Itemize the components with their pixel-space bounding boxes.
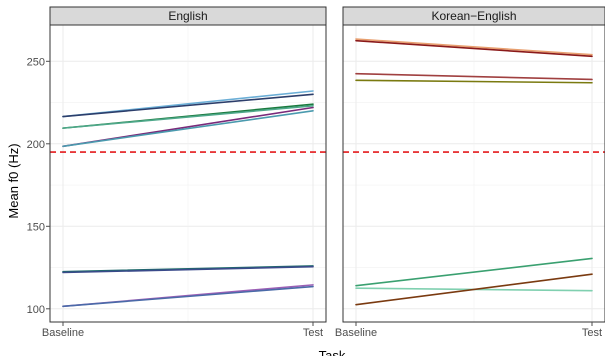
y-tick-label: 150 [27, 221, 45, 233]
x-tick-label: Baseline [42, 327, 84, 339]
y-tick-label: 100 [27, 304, 45, 316]
series-line [355, 273, 593, 306]
y-axis: 100 150 200 250 [27, 56, 50, 316]
y-tick-label: 200 [27, 139, 45, 151]
series-line [355, 38, 593, 56]
panel-border [342, 24, 605, 323]
series-line [62, 105, 314, 129]
series-line [355, 72, 593, 81]
facet-label: English [168, 9, 207, 23]
panel-border [49, 24, 327, 323]
facet-panel: Korean−English Baseline Test [335, 6, 605, 339]
series-line [355, 39, 593, 58]
x-tick-label: Test [582, 327, 602, 339]
series-line [355, 257, 593, 287]
facet-label: Korean−English [431, 9, 516, 23]
y-axis-title: Mean f0 (Hz) [6, 143, 21, 218]
series-line [62, 110, 314, 148]
series-line [62, 265, 314, 273]
series-line [62, 93, 314, 118]
x-tick-label: Baseline [335, 327, 377, 339]
series-line [62, 285, 314, 308]
x-axis-title: Task [319, 348, 346, 356]
series-line [62, 265, 314, 274]
facet-panel: English Baseline Test [42, 6, 327, 339]
facets: English Baseline Test Korean−English Baselin… [42, 6, 605, 339]
y-tick-label: 250 [27, 56, 45, 68]
x-tick-label: Test [303, 327, 323, 339]
series-line [355, 79, 593, 84]
